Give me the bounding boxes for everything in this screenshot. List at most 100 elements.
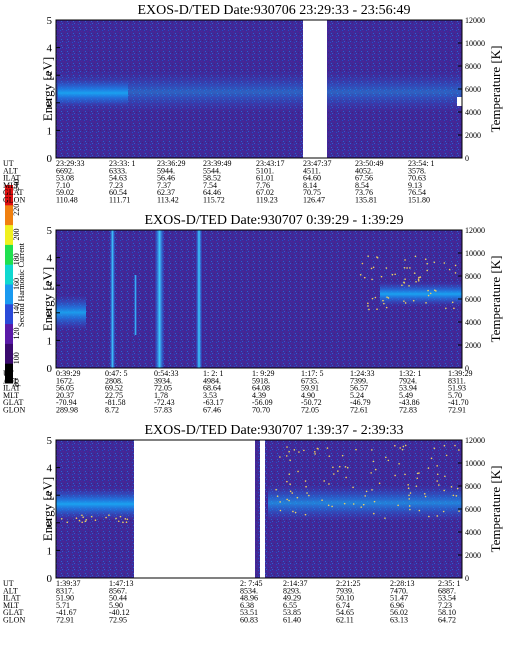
temperature-dot: [454, 272, 457, 274]
y2-tick-label: 8000: [465, 62, 481, 71]
ephemeris-value: 8.54: [355, 181, 369, 190]
temperature-dot: [367, 302, 369, 305]
ephemeris-value: 6887.: [438, 586, 456, 595]
temperature-dot: [288, 499, 290, 502]
temperature-dot: [433, 289, 436, 292]
temperature-dot: [404, 259, 406, 261]
panel-2: EXOS-D/TED Date:930707 0:39:29 - 1:39:29…: [3, 213, 503, 415]
ephemeris-value: 56.05: [56, 384, 74, 393]
colorbar-tick-label: 200: [12, 229, 21, 241]
temperature-dot: [456, 487, 459, 490]
temperature-dot: [455, 495, 458, 497]
temperature-dot: [391, 273, 394, 276]
temperature-dot: [458, 510, 460, 512]
temperature-dot: [376, 256, 378, 258]
temperature-dot: [418, 472, 420, 474]
y2-axis-label: Temperature [K]: [488, 256, 503, 343]
ephemeris-value: -63.17: [203, 398, 224, 407]
temperature-dot: [443, 444, 446, 447]
temperature-dot: [341, 454, 344, 457]
ephemeris-value: 50.44: [109, 594, 127, 603]
y2-tick-label: 12000: [465, 226, 485, 235]
temperature-dot: [413, 272, 416, 274]
ephemeris-value: 23:39:49: [203, 159, 231, 168]
ephemeris-row-label: GLAT: [3, 188, 24, 197]
temperature-dot: [276, 495, 279, 497]
ephemeris-value: -41.70: [448, 398, 469, 407]
temperature-dot: [402, 445, 405, 448]
ephemeris-value: -70.94: [56, 398, 77, 407]
colorbar-segment: [5, 323, 13, 344]
temperature-dot: [344, 465, 347, 468]
temperature-dot: [385, 306, 388, 309]
temperature-dot: [436, 480, 438, 482]
temperature-dot: [408, 505, 411, 507]
ephemeris-value: 5.90: [109, 601, 123, 610]
temperature-dot: [380, 275, 383, 278]
ephemeris-value: 3934.: [154, 376, 172, 385]
ephemeris-value: 72.83: [399, 406, 417, 415]
temperature-dot: [406, 267, 408, 269]
y2-tick-label: 12000: [465, 436, 485, 445]
temperature-dot: [327, 504, 330, 507]
ephemeris-value: 8311.: [448, 376, 466, 385]
ephemeris-value: 58.10: [438, 608, 456, 617]
ephemeris-value: 1:32: 1: [399, 369, 421, 378]
ephemeris-value: 72.05: [154, 384, 172, 393]
temperature-dot: [399, 447, 401, 449]
ephemeris-row-label: GLAT: [3, 398, 24, 407]
ephemeris-value: 63.13: [390, 616, 408, 625]
ephemeris-value: 1:47:13: [109, 579, 133, 588]
temperature-dot: [124, 518, 127, 520]
ephemeris-value: 57.83: [154, 406, 172, 415]
temperature-dot: [296, 496, 299, 499]
y-tick-label: 4: [47, 253, 53, 265]
ephemeris-value: 7.76: [256, 181, 270, 190]
temperature-dot: [115, 517, 117, 520]
energy-band: [268, 485, 462, 521]
panel-3: EXOS-D/TED Date:930707 1:39:37 - 2:39:33…: [3, 423, 503, 625]
temperature-dot: [279, 501, 281, 503]
ephemeris-value: 53.94: [399, 384, 417, 393]
ephemeris-value: 8.14: [303, 181, 317, 190]
ephemeris-value: 2:35: 1: [438, 579, 460, 588]
temperature-dot: [443, 262, 446, 264]
temperature-dot: [60, 518, 63, 520]
ephemeris-value: 1:17: 5: [301, 369, 323, 378]
temperature-dot: [415, 485, 418, 487]
temperature-dot: [426, 262, 428, 265]
colorbar-tick-label: 180: [12, 253, 21, 265]
ephemeris-value: 5918.: [252, 376, 270, 385]
temperature-dot: [403, 300, 405, 302]
temperature-dot: [454, 444, 456, 447]
temperature-dot: [442, 510, 445, 513]
temperature-dot: [367, 255, 369, 257]
ephemeris-value: 51.90: [56, 594, 74, 603]
temperature-dot: [316, 447, 319, 450]
colorbar-tick-label: 100: [12, 352, 21, 364]
ephemeris-value: 59.91: [301, 384, 319, 393]
temperature-dot: [371, 278, 373, 281]
temperature-dot: [119, 515, 122, 518]
y-tick-label: 4: [47, 43, 53, 55]
temperature-dot: [427, 294, 430, 297]
colorbar-segment: [5, 204, 13, 226]
ephemeris-value: 8.72: [105, 406, 119, 415]
temperature-dot: [438, 484, 440, 486]
y2-tick-label: 0: [465, 364, 469, 373]
y-tick-label: 2: [47, 518, 53, 530]
ephemeris-value: 62.37: [157, 188, 175, 197]
temperature-dot: [436, 515, 439, 517]
ephemeris-value: 70.70: [252, 406, 270, 415]
y2-tick-label: 2000: [465, 131, 481, 140]
temperature-dot: [382, 299, 384, 302]
temperature-dot: [94, 519, 97, 522]
ephemeris-row-label: UT: [3, 369, 14, 378]
temperature-dot: [343, 502, 346, 505]
ephemeris-value: 6.96: [390, 601, 404, 610]
ephemeris-row-label: ILAT: [3, 384, 20, 393]
y-axis-label: Energy [eV]: [40, 57, 55, 121]
data-gap: [134, 440, 255, 578]
ephemeris-row-label: ILAT: [3, 594, 20, 603]
ephemeris-value: 2:21:25: [336, 579, 360, 588]
